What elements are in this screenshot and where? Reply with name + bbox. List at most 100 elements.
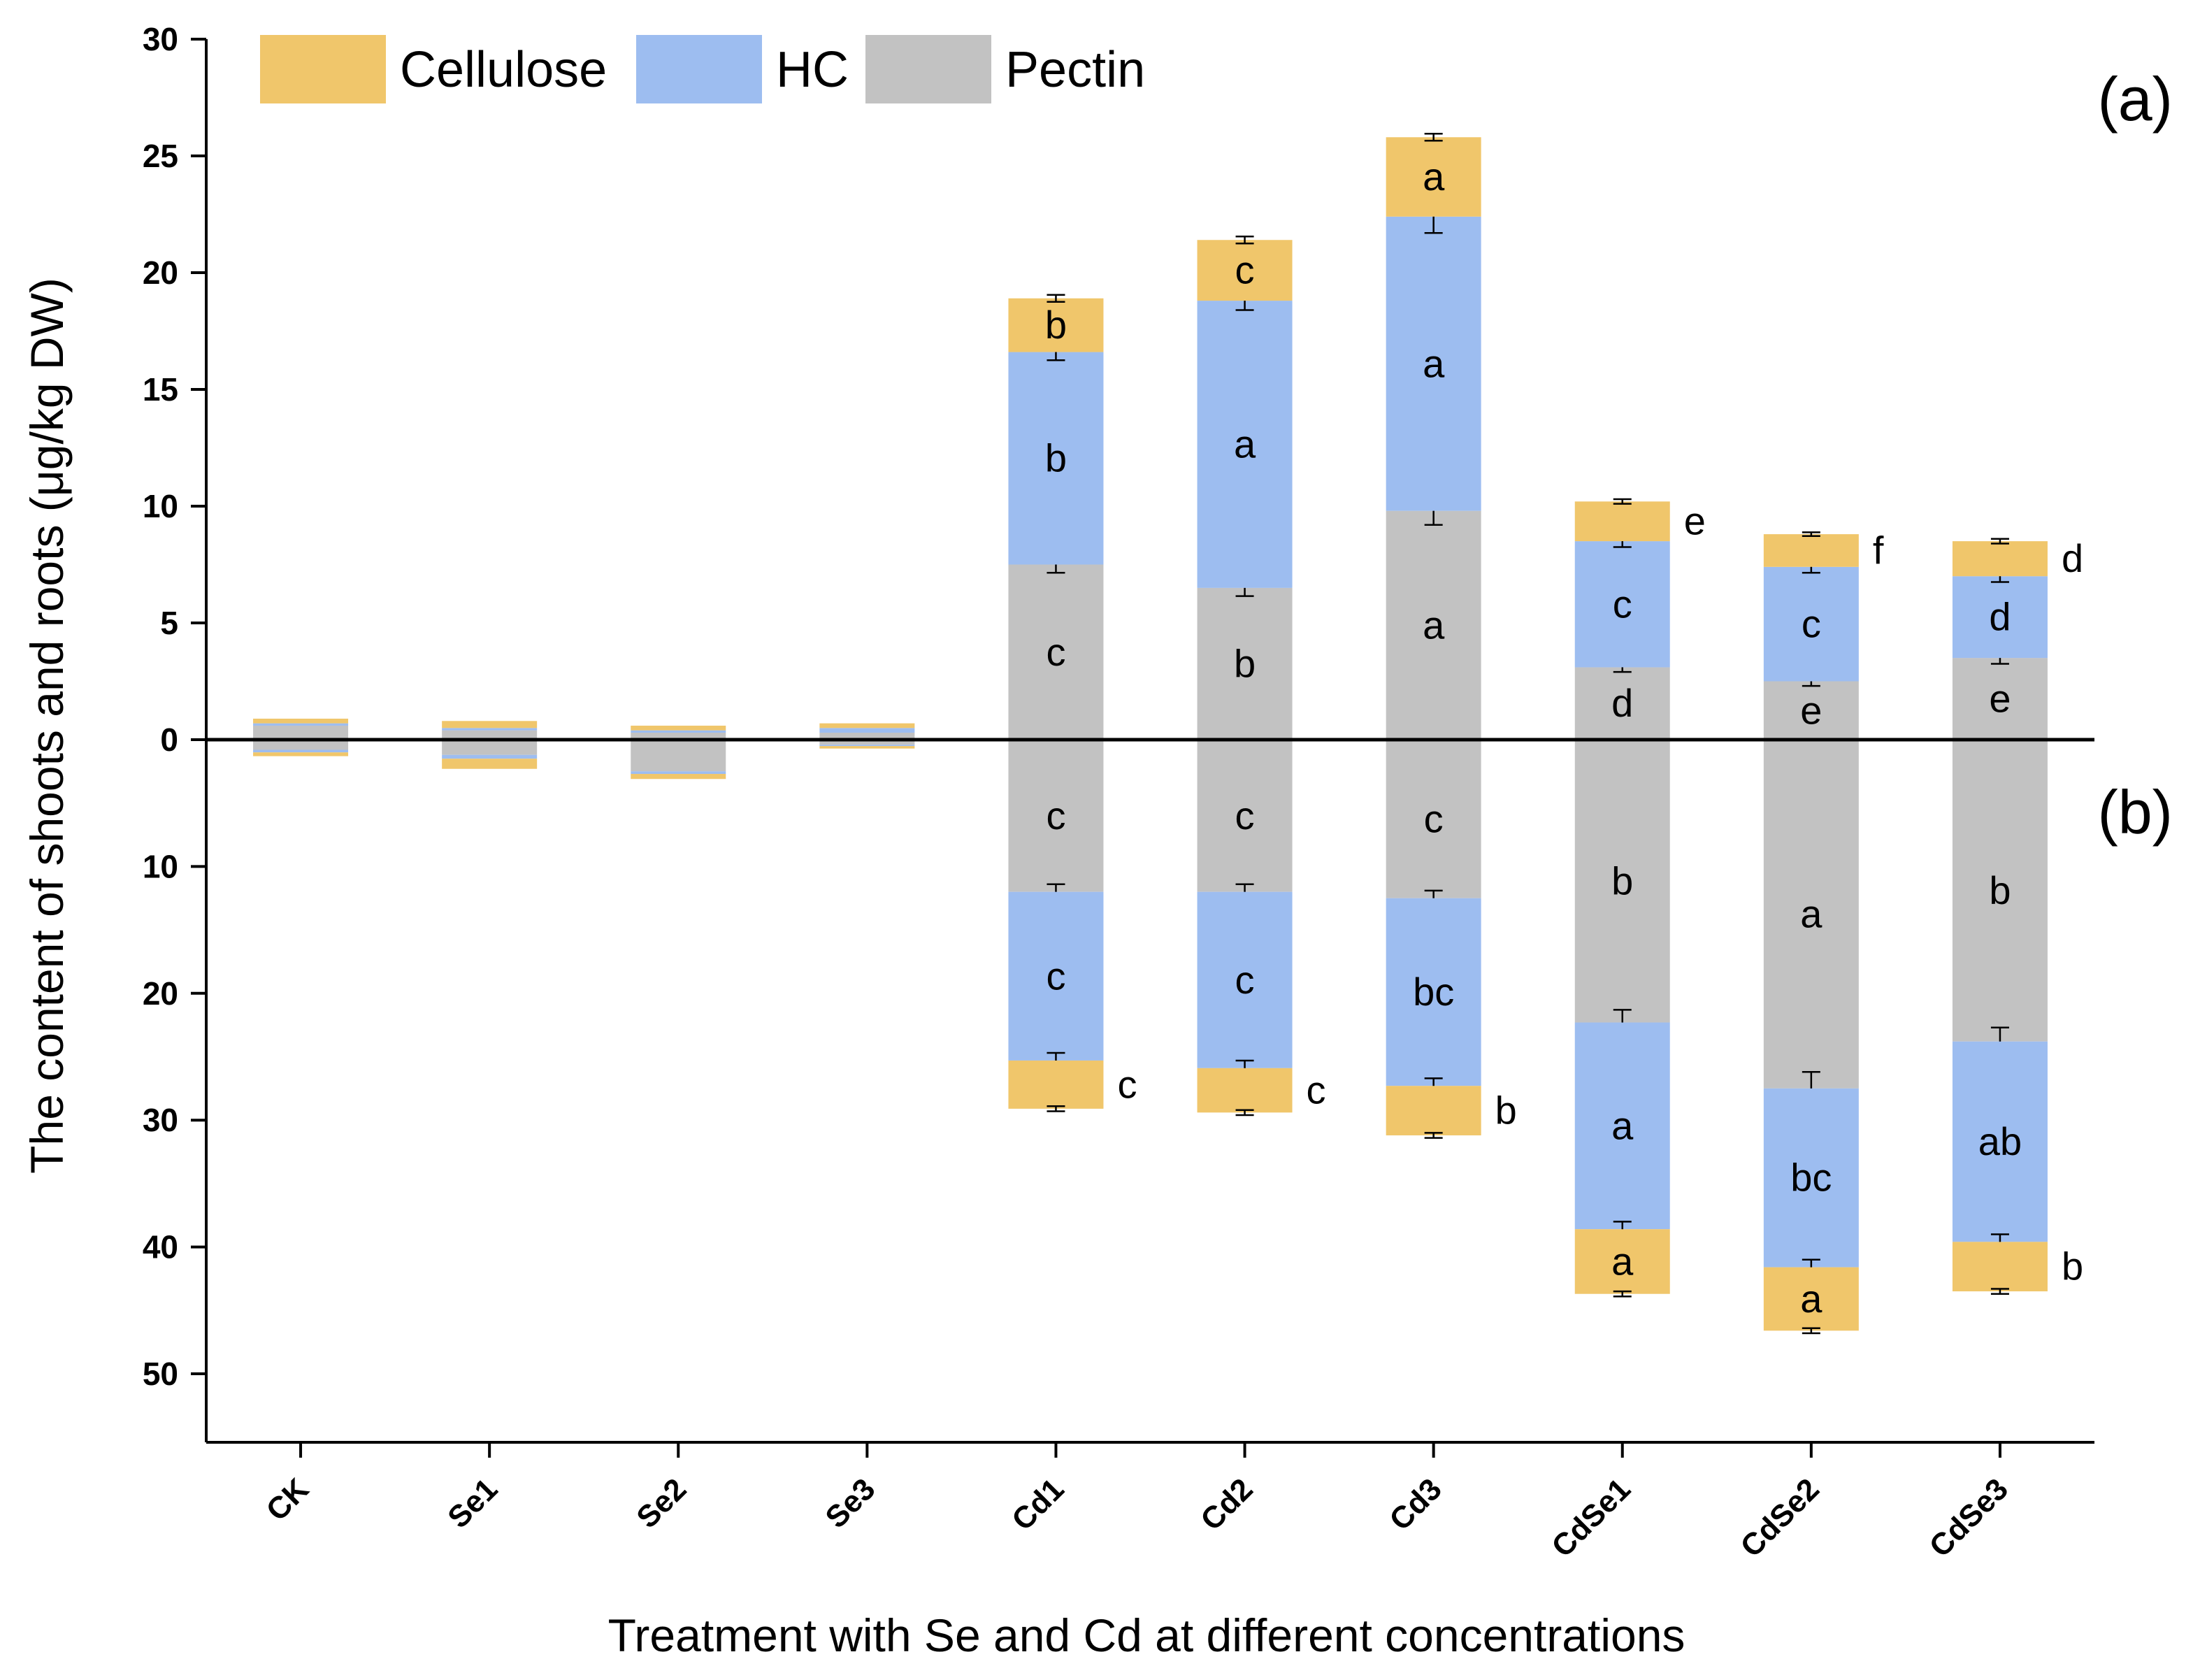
bar-root-se3-pectin bbox=[819, 740, 915, 745]
x-tick-label: CK bbox=[260, 1472, 316, 1528]
significance-letter: a bbox=[1423, 341, 1445, 385]
legend-label-hc: HC bbox=[776, 42, 849, 98]
significance-letter: c bbox=[1235, 248, 1255, 292]
significance-letter: b bbox=[1234, 641, 1256, 685]
bar-shoot-cdse2-cellulose bbox=[1763, 534, 1859, 567]
bar-shoot-cd2-pectin bbox=[1197, 587, 1293, 740]
significance-letter: e bbox=[1800, 688, 1822, 732]
y-tick-label: 30 bbox=[143, 1102, 178, 1138]
y-tick-label: 20 bbox=[143, 254, 178, 291]
legend-swatch-pectin bbox=[865, 35, 991, 103]
bar-root-ck-cellulose bbox=[253, 752, 349, 756]
significance-letter: c bbox=[1046, 630, 1065, 674]
significance-letter: e bbox=[1684, 499, 1706, 543]
y-tick-label: 10 bbox=[143, 488, 178, 524]
bar-root-cdse1-cellulose bbox=[1574, 1229, 1670, 1294]
legend-swatch-hc bbox=[636, 35, 762, 103]
significance-letter: b bbox=[1495, 1089, 1517, 1133]
significance-letter: c bbox=[1613, 582, 1632, 626]
x-axis-title: Treatment with Se and Cd at different co… bbox=[608, 1609, 1685, 1661]
significance-letter: c bbox=[1235, 958, 1255, 1002]
significance-letter: ab bbox=[1978, 1119, 2022, 1163]
bar-root-cdse3-pectin bbox=[1952, 740, 2048, 1042]
significance-letter: d bbox=[2062, 536, 2083, 580]
bar-shoot-se1-hc bbox=[442, 728, 538, 731]
bar-shoot-se2-cellulose bbox=[631, 725, 726, 731]
significance-letter: d bbox=[1989, 595, 2011, 639]
x-tick-label: Se1 bbox=[441, 1472, 504, 1535]
y-tick-label: 25 bbox=[143, 138, 178, 174]
bar-shoot-cdse3-hc bbox=[1952, 576, 2048, 659]
significance-letter: bc bbox=[1413, 970, 1454, 1014]
bar-shoot-se2-pectin bbox=[631, 732, 726, 740]
bar-shoot-cdse1-cellulose bbox=[1574, 501, 1670, 542]
y-tick-label: 10 bbox=[143, 848, 178, 884]
significance-letter: c bbox=[1117, 1062, 1137, 1106]
x-tick-label: Cd1 bbox=[1005, 1472, 1070, 1537]
legend-label-cellulose: Cellulose bbox=[400, 42, 607, 98]
y-tick-label: 30 bbox=[143, 21, 178, 57]
bar-root-cdse1-hc bbox=[1574, 1022, 1670, 1230]
bar-root-se2-cellulose bbox=[631, 773, 726, 780]
significance-letter: c bbox=[1046, 954, 1065, 998]
bar-root-cd1-hc bbox=[1008, 891, 1104, 1061]
significance-letter: b bbox=[2062, 1244, 2083, 1288]
bar-root-se1-hc bbox=[442, 754, 538, 759]
significance-letter: f bbox=[1873, 528, 1884, 572]
bar-root-cdse2-hc bbox=[1763, 1088, 1859, 1268]
x-tick-label: Se3 bbox=[819, 1472, 882, 1535]
bar-shoot-cd3-hc bbox=[1386, 216, 1481, 511]
y-tick-label: 5 bbox=[160, 605, 178, 641]
bar-root-ck-pectin bbox=[253, 740, 349, 750]
significance-letter: a bbox=[1423, 603, 1445, 647]
bar-shoot-cdse2-pectin bbox=[1763, 681, 1859, 740]
significance-letter: a bbox=[1234, 422, 1256, 466]
panel-label-b: (b) bbox=[2097, 777, 2173, 847]
significance-letter: c bbox=[1307, 1068, 1326, 1112]
bar-shoot-se3-hc bbox=[819, 728, 915, 733]
legend-label-pectin: Pectin bbox=[1005, 42, 1145, 98]
bar-root-cdse3-cellulose bbox=[1952, 1242, 2048, 1292]
x-tick-label: Cd3 bbox=[1383, 1472, 1448, 1537]
y-axis-title: The content of shoots and roots (μg/kg D… bbox=[21, 278, 73, 1174]
bar-shoot-cdse3-cellulose bbox=[1952, 541, 2048, 577]
x-tick-label: CdSe3 bbox=[1923, 1472, 2015, 1563]
y-tick-label: 40 bbox=[143, 1229, 178, 1265]
bar-root-cdse2-cellulose bbox=[1763, 1267, 1859, 1331]
bar-root-cdse1-pectin bbox=[1574, 740, 1670, 1023]
bar-shoot-cd1-cellulose bbox=[1008, 298, 1104, 352]
significance-letter: b bbox=[1611, 859, 1633, 903]
significance-letter: a bbox=[1611, 1103, 1634, 1147]
y-tick-label: 20 bbox=[143, 975, 178, 1012]
y-tick-label: 15 bbox=[143, 371, 178, 408]
bar-shoot-se1-cellulose bbox=[442, 721, 538, 728]
bar-shoot-se3-cellulose bbox=[819, 723, 915, 728]
bar-shoot-cd3-cellulose bbox=[1386, 137, 1481, 217]
bar-root-cd3-cellulose bbox=[1386, 1086, 1481, 1135]
significance-letter: c bbox=[1424, 796, 1444, 840]
significance-letter: a bbox=[1423, 155, 1445, 199]
bar-shoot-cd2-hc bbox=[1197, 301, 1293, 588]
bar-root-cd1-cellulose bbox=[1008, 1060, 1104, 1109]
significance-letter: b bbox=[1045, 436, 1067, 480]
bar-root-cd2-pectin bbox=[1197, 740, 1293, 892]
bar-root-cdse2-pectin bbox=[1763, 740, 1859, 1089]
bar-shoot-se1-pectin bbox=[442, 730, 538, 740]
bar-shoot-cd3-pectin bbox=[1386, 510, 1481, 740]
bar-root-se2-hc bbox=[631, 771, 726, 774]
bar-root-se1-pectin bbox=[442, 740, 538, 755]
significance-letter: a bbox=[1800, 1277, 1822, 1321]
bar-root-cdse3-hc bbox=[1952, 1041, 2048, 1242]
y-tick-label: 50 bbox=[143, 1356, 178, 1392]
bar-shoot-se2-hc bbox=[631, 730, 726, 733]
significance-letter: e bbox=[1989, 677, 2011, 721]
significance-letter: c bbox=[1235, 794, 1255, 838]
y-tick-label: 0 bbox=[160, 721, 178, 758]
bar-shoot-cdse1-hc bbox=[1574, 541, 1670, 668]
bar-root-cd3-hc bbox=[1386, 898, 1481, 1086]
bar-root-ck-hc bbox=[253, 749, 349, 753]
significance-letter: bc bbox=[1790, 1156, 1832, 1200]
